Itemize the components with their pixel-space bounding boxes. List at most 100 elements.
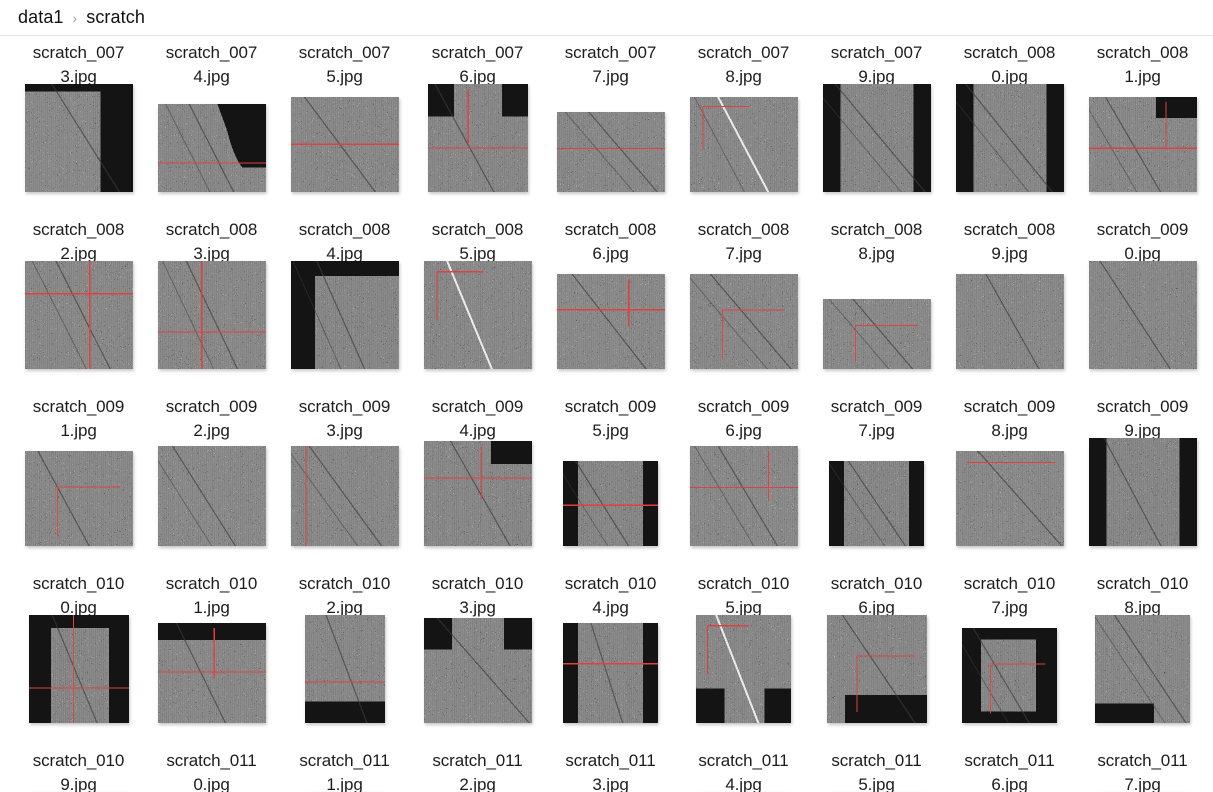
grid-row: scratch_009 1.jpg scratch_009 2.jpg scratc…	[12, 390, 1201, 567]
file-name-label: scratch_008 4.jpg	[278, 213, 411, 263]
file-item[interactable]: scratch_009 0.jpg	[1076, 213, 1209, 390]
file-thumbnail[interactable]	[810, 615, 943, 739]
file-item[interactable]: scratch_011 1.jpg	[278, 744, 411, 792]
file-item[interactable]: scratch_008 1.jpg	[1076, 36, 1209, 213]
file-thumbnail[interactable]	[943, 261, 1076, 385]
file-thumbnail[interactable]	[411, 261, 544, 385]
file-name-label: scratch_011 4.jpg	[677, 744, 810, 792]
file-thumbnail[interactable]	[278, 261, 411, 385]
file-name-label: scratch_010 5.jpg	[677, 567, 810, 617]
file-item[interactable]: scratch_009 4.jpg	[411, 390, 544, 567]
file-thumbnail[interactable]	[677, 84, 810, 208]
file-thumbnail[interactable]	[1076, 615, 1209, 739]
file-thumbnail[interactable]	[411, 84, 544, 208]
file-thumbnail[interactable]	[12, 438, 145, 562]
file-thumbnail[interactable]	[677, 438, 810, 562]
file-item[interactable]: scratch_009 7.jpg	[810, 390, 943, 567]
file-item[interactable]: scratch_009 8.jpg	[943, 390, 1076, 567]
file-item[interactable]: scratch_010 2.jpg	[278, 567, 411, 744]
file-item[interactable]: scratch_007 7.jpg	[544, 36, 677, 213]
file-item[interactable]: scratch_008 8.jpg	[810, 213, 943, 390]
file-item[interactable]: scratch_010 6.jpg	[810, 567, 943, 744]
file-thumbnail[interactable]	[943, 615, 1076, 739]
file-name-label: scratch_011 5.jpg	[810, 744, 943, 792]
file-thumbnail[interactable]	[278, 84, 411, 208]
file-item[interactable]: scratch_011 0.jpg	[145, 744, 278, 792]
file-thumbnail[interactable]	[810, 438, 943, 562]
file-thumbnail[interactable]	[544, 261, 677, 385]
file-item[interactable]: scratch_011 5.jpg	[810, 744, 943, 792]
file-thumbnail[interactable]	[1076, 84, 1209, 208]
file-thumbnail[interactable]	[677, 615, 810, 739]
file-item[interactable]: scratch_008 6.jpg	[544, 213, 677, 390]
file-item[interactable]: scratch_007 8.jpg	[677, 36, 810, 213]
file-item[interactable]: scratch_008 7.jpg	[677, 213, 810, 390]
grid-row: scratch_008 2.jpg scratch_008 3.jpg scratc…	[12, 213, 1201, 390]
file-thumbnail[interactable]	[278, 438, 411, 562]
file-item[interactable]: scratch_010 1.jpg	[145, 567, 278, 744]
file-name-label: scratch_008 7.jpg	[677, 213, 810, 263]
file-thumbnail[interactable]	[145, 84, 278, 208]
file-thumbnail[interactable]	[677, 261, 810, 385]
file-item[interactable]: scratch_007 3.jpg	[12, 36, 145, 213]
file-item[interactable]: scratch_011 6.jpg	[943, 744, 1076, 792]
file-item[interactable]: scratch_011 2.jpg	[411, 744, 544, 792]
file-item[interactable]: scratch_010 7.jpg	[943, 567, 1076, 744]
file-name-label: scratch_011 6.jpg	[943, 744, 1076, 792]
file-item[interactable]: scratch_010 8.jpg	[1076, 567, 1209, 744]
file-name-label: scratch_007 8.jpg	[677, 36, 810, 86]
file-thumbnail[interactable]	[12, 84, 145, 208]
file-thumbnail[interactable]	[943, 438, 1076, 562]
file-item[interactable]: scratch_008 5.jpg	[411, 213, 544, 390]
file-thumbnail[interactable]	[1076, 261, 1209, 385]
file-thumbnail[interactable]	[943, 84, 1076, 208]
file-item[interactable]: scratch_009 2.jpg	[145, 390, 278, 567]
breadcrumb: data1 › scratch	[0, 0, 1213, 36]
file-item[interactable]: scratch_010 9.jpg	[12, 744, 145, 792]
file-thumbnail[interactable]	[12, 615, 145, 739]
file-item[interactable]: scratch_010 3.jpg	[411, 567, 544, 744]
file-thumbnail[interactable]	[145, 615, 278, 739]
file-item[interactable]: scratch_009 6.jpg	[677, 390, 810, 567]
file-item[interactable]: scratch_011 4.jpg	[677, 744, 810, 792]
file-item[interactable]: scratch_007 4.jpg	[145, 36, 278, 213]
file-item[interactable]: scratch_011 3.jpg	[544, 744, 677, 792]
file-thumbnail[interactable]	[12, 261, 145, 385]
file-item[interactable]: scratch_010 5.jpg	[677, 567, 810, 744]
file-name-label: scratch_008 1.jpg	[1076, 36, 1209, 86]
file-item[interactable]: scratch_009 3.jpg	[278, 390, 411, 567]
file-item[interactable]: scratch_009 9.jpg	[1076, 390, 1209, 567]
file-thumbnail[interactable]	[544, 615, 677, 739]
file-item[interactable]: scratch_008 2.jpg	[12, 213, 145, 390]
file-name-label: scratch_009 1.jpg	[12, 390, 145, 440]
breadcrumb-item-data1[interactable]: data1	[18, 7, 64, 28]
file-thumbnail[interactable]	[544, 84, 677, 208]
file-item[interactable]: scratch_011 7.jpg	[1076, 744, 1209, 792]
file-name-label: scratch_009 6.jpg	[677, 390, 810, 440]
file-thumbnail[interactable]	[145, 438, 278, 562]
file-name-label: scratch_007 9.jpg	[810, 36, 943, 86]
file-item[interactable]: scratch_007 9.jpg	[810, 36, 943, 213]
grid-row: scratch_007 3.jpg scratch_007 4.jpg scratc…	[12, 36, 1201, 213]
file-item[interactable]: scratch_009 1.jpg	[12, 390, 145, 567]
file-item[interactable]: scratch_010 0.jpg	[12, 567, 145, 744]
file-item[interactable]: scratch_008 0.jpg	[943, 36, 1076, 213]
file-item[interactable]: scratch_007 6.jpg	[411, 36, 544, 213]
grid-row: scratch_010 0.jpg scratch_010 1.jpg scratc…	[12, 567, 1201, 744]
file-item[interactable]: scratch_008 9.jpg	[943, 213, 1076, 390]
file-item[interactable]: scratch_007 5.jpg	[278, 36, 411, 213]
file-thumbnail[interactable]	[810, 261, 943, 385]
file-thumbnail[interactable]	[411, 438, 544, 562]
file-thumbnail[interactable]	[544, 438, 677, 562]
file-item[interactable]: scratch_010 4.jpg	[544, 567, 677, 744]
breadcrumb-item-scratch[interactable]: scratch	[86, 7, 145, 28]
file-thumbnail[interactable]	[1076, 438, 1209, 562]
file-item[interactable]: scratch_008 3.jpg	[145, 213, 278, 390]
file-thumbnail[interactable]	[810, 84, 943, 208]
file-item[interactable]: scratch_008 4.jpg	[278, 213, 411, 390]
file-thumbnail[interactable]	[145, 261, 278, 385]
file-thumbnail[interactable]	[278, 615, 411, 739]
file-item[interactable]: scratch_009 5.jpg	[544, 390, 677, 567]
file-name-label: scratch_010 7.jpg	[943, 567, 1076, 617]
file-thumbnail[interactable]	[411, 615, 544, 739]
